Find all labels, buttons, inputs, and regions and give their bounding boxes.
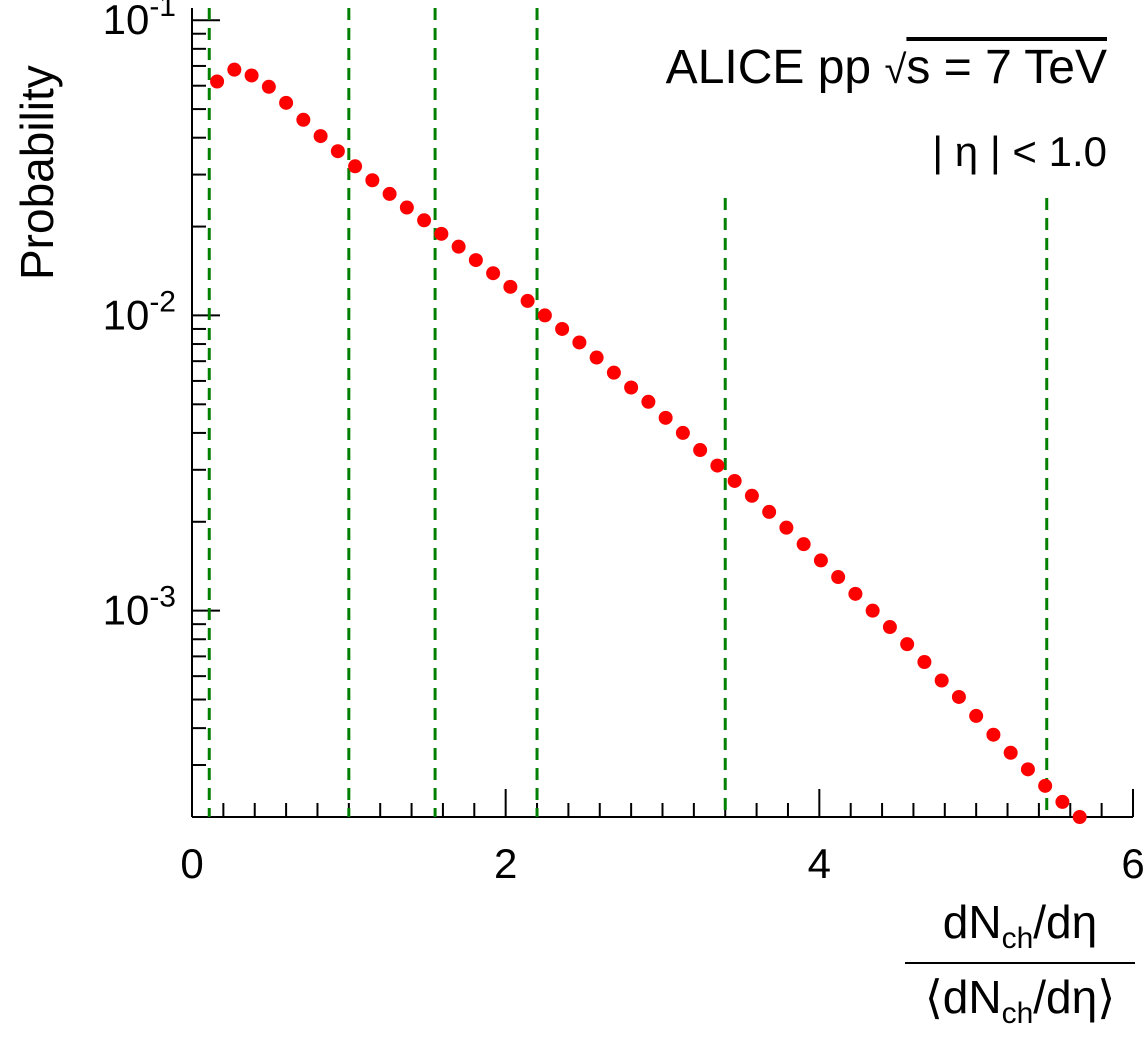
data-point [779, 520, 794, 535]
data-point [658, 410, 673, 425]
data-point [365, 173, 380, 188]
data-point [279, 95, 294, 110]
data-point [882, 620, 897, 635]
energy-label: s = 7 TeV [906, 41, 1107, 94]
y-tick-label: 10-2 [103, 285, 176, 338]
numerator-sub: ch [1001, 922, 1034, 956]
data-point [348, 159, 363, 174]
data-point [486, 266, 501, 281]
data-point [296, 112, 311, 127]
data-point [727, 473, 742, 488]
x-axis-denominator: ⟨dNch/dη⟩ [905, 970, 1135, 1031]
title-text: ALICE pp [665, 41, 872, 94]
data-point [589, 350, 604, 365]
data-point [606, 365, 621, 380]
data-point [434, 226, 449, 241]
data-point [261, 79, 276, 94]
data-point [900, 637, 915, 652]
data-point [796, 537, 811, 552]
data-point [382, 186, 397, 201]
data-point [934, 673, 949, 688]
data-point [520, 293, 535, 308]
x-tick-label: 0 [180, 840, 203, 887]
y-tick-exponent: -3 [149, 581, 176, 614]
x-tick-label: 2 [494, 840, 517, 887]
data-point [417, 213, 432, 228]
data-point [1003, 745, 1018, 760]
y-tick-exponent: -2 [149, 285, 176, 318]
data-point [313, 129, 328, 144]
numerator-tail: /dη [1033, 896, 1098, 948]
eta-cut-label: | η | < 1.0 [932, 128, 1107, 175]
numerator-dn: dN [942, 896, 1002, 948]
x-axis-numerator: dNch/dη [905, 895, 1135, 960]
data-point [572, 335, 587, 350]
data-point [244, 68, 259, 83]
data-point [986, 727, 1001, 742]
data-point [641, 394, 656, 409]
y-tick-label: 10-1 [103, 0, 176, 43]
data-point [951, 689, 966, 704]
data-point [693, 443, 708, 458]
data-point [330, 144, 345, 159]
x-axis-label: dNch/dη ⟨dNch/dη⟩ [905, 895, 1135, 1031]
y-tick-base: 10 [103, 587, 150, 634]
data-point [675, 425, 690, 440]
x-tick-label: 6 [1121, 840, 1144, 887]
data-point [762, 504, 777, 519]
data-point [813, 553, 828, 568]
denominator-dn: ⟨dN [924, 971, 1002, 1024]
y-tick-label: 10-3 [103, 581, 176, 634]
y-tick-exponent: -1 [149, 0, 176, 23]
data-point [624, 380, 639, 395]
data-point [1020, 762, 1035, 777]
data-point [744, 488, 759, 503]
data-point [848, 586, 863, 601]
data-point [831, 570, 846, 585]
data-point [555, 321, 570, 336]
fraction-bar [905, 962, 1135, 965]
data-point [710, 458, 725, 473]
data-point [865, 603, 880, 618]
data-point [227, 62, 242, 77]
y-tick-base: 10 [103, 0, 150, 43]
sqrt-symbol: √ [884, 48, 907, 92]
data-point [1055, 794, 1070, 809]
denominator-sub: ch [1001, 997, 1034, 1031]
denominator-tail: /dη⟩ [1033, 971, 1116, 1024]
data-point [1072, 810, 1087, 824]
data-point [917, 654, 932, 669]
data-point [399, 200, 414, 215]
data-point [1038, 778, 1053, 793]
data-point [969, 708, 984, 723]
data-point [451, 239, 466, 254]
x-tick-label: 4 [808, 840, 831, 887]
y-axis-label: Probability [11, 65, 63, 280]
data-point [503, 279, 518, 294]
y-tick-base: 10 [103, 291, 150, 338]
data-point [210, 74, 225, 89]
chart-title: ALICE pp √s = 7 TeV [666, 40, 1107, 95]
data-point [537, 308, 552, 323]
data-point [468, 253, 483, 268]
